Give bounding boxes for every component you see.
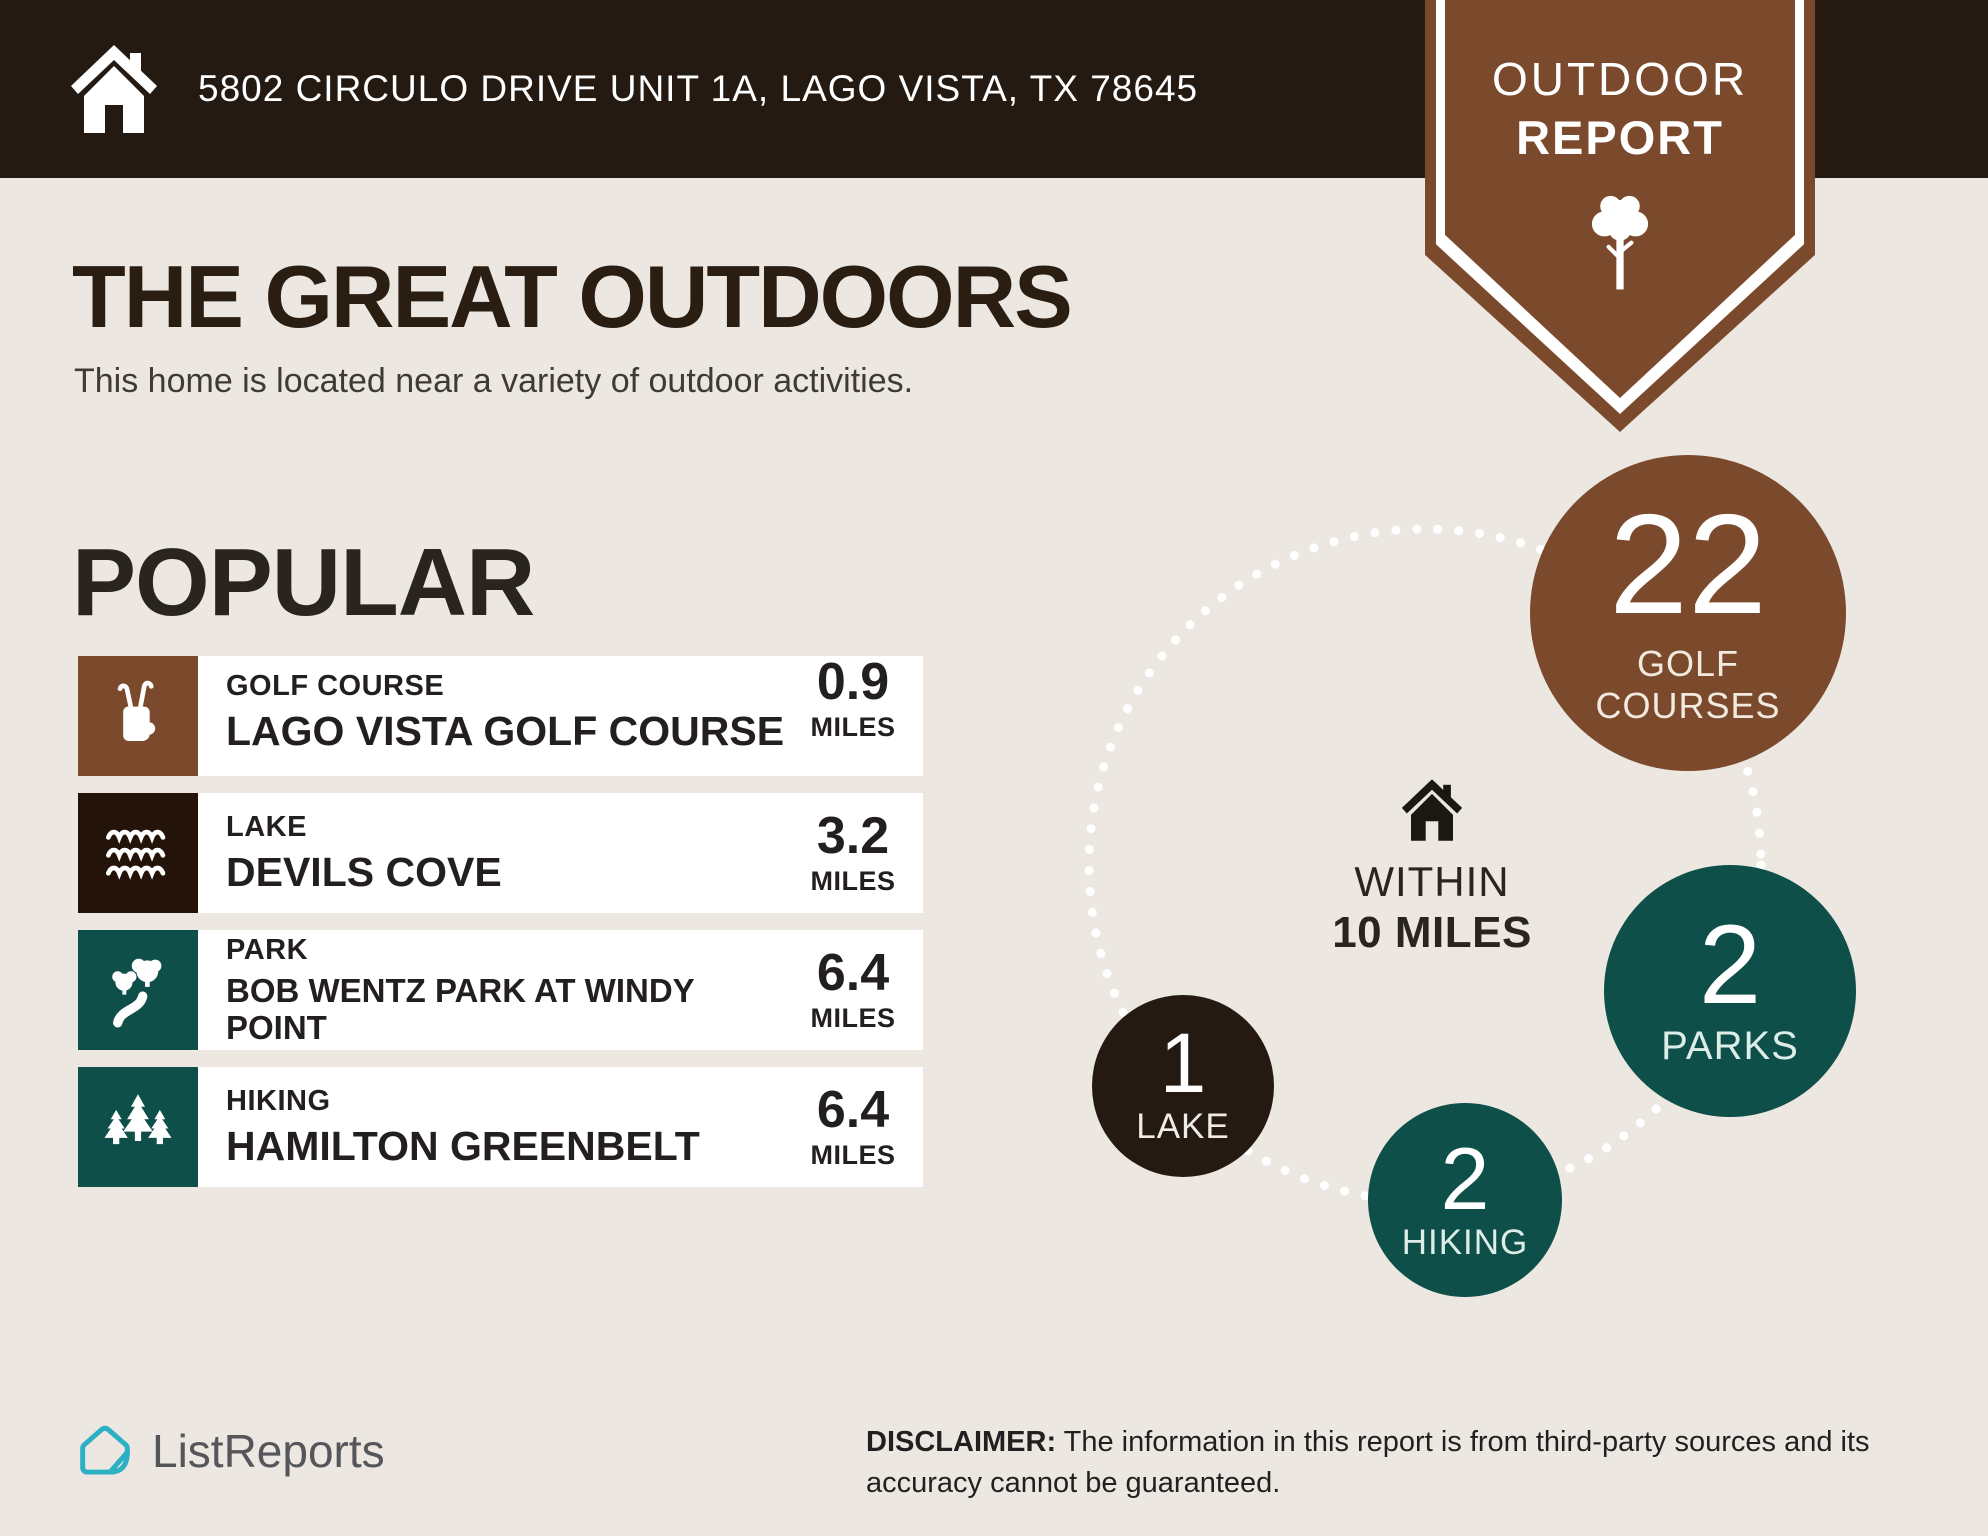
category-label: GOLF COURSE — [226, 670, 445, 702]
listreports-house-icon — [80, 1425, 130, 1475]
distance-unit: MILES — [810, 1002, 896, 1033]
popular-heading: POPULAR — [72, 529, 535, 636]
distance-value: 6.4 — [816, 943, 890, 1002]
listreports-wordmark: ListReports — [152, 1425, 385, 1477]
bubble-golf-courses: 22 GOLF COURSES — [1530, 455, 1846, 771]
bubble-lake: 1 LAKE — [1092, 995, 1274, 1177]
bubble-label: HIKING — [1401, 1223, 1529, 1263]
distance-unit: MILES — [810, 1139, 896, 1170]
distance-badge: 0.9 MILES — [793, 656, 913, 743]
badge-title-line2: REPORT — [1516, 111, 1724, 164]
place-name: HAMILTON GREENBELT — [226, 1122, 700, 1169]
pine-trees-icon — [78, 1067, 198, 1187]
disclaimer-label: DISCLAIMER: — [866, 1426, 1057, 1458]
page-title: THE GREAT OUTDOORS — [72, 247, 1073, 346]
bubble-label: PARKS — [1661, 1023, 1799, 1068]
home-icon — [71, 45, 157, 133]
disclaimer-body: The information in this report is from t… — [866, 1426, 1870, 1499]
property-address: 5802 CIRCULO DRIVE UNIT 1A, LAGO VISTA, … — [198, 68, 1199, 109]
bubble-count: 2 — [1440, 1128, 1490, 1228]
bubble-count: 22 — [1609, 485, 1767, 645]
popular-list: GOLF COURSE LAGO VISTA GOLF COURSE 0.9 M… — [78, 656, 923, 1204]
distance-value: 0.9 — [816, 656, 890, 711]
list-item-hiking: HIKING HAMILTON GREENBELT 6.4 MILES — [78, 1067, 923, 1187]
radius-label-line2: 10 MILES — [1332, 908, 1532, 957]
distance-unit: MILES — [810, 865, 896, 896]
bubble-hiking: 2 HIKING — [1368, 1103, 1562, 1297]
distance-badge: 6.4 MILES — [793, 947, 913, 1034]
disclaimer-text: DISCLAIMER: The information in this repo… — [866, 1422, 1934, 1503]
list-item-park: PARK BOB WENTZ PARK AT WINDY POINT 6.4 M… — [78, 930, 923, 1050]
distance-unit: MILES — [810, 712, 896, 742]
place-name: LAGO VISTA GOLF COURSE — [226, 708, 785, 754]
bubble-count: 2 — [1698, 902, 1762, 1028]
distance-value: 6.4 — [816, 1080, 890, 1139]
distance-badge: 3.2 MILES — [793, 810, 913, 897]
place-name: BOB WENTZ PARK AT WINDY POINT — [226, 971, 695, 1046]
category-label: PARK — [226, 933, 309, 966]
page-subtitle: This home is located near a variety of o… — [74, 362, 914, 400]
bubble-label: GOLF COURSES — [1595, 642, 1781, 727]
bubble-label: LAKE — [1136, 1107, 1230, 1147]
category-label: LAKE — [226, 810, 307, 843]
badge-title-line1: OUTDOOR — [1491, 53, 1749, 105]
place-name: DEVILS COVE — [226, 848, 502, 895]
waves-icon — [78, 793, 198, 913]
park-trees-icon — [78, 930, 198, 1050]
home-icon — [1401, 779, 1463, 841]
list-item-lake: LAKE DEVILS COVE 3.2 MILES — [78, 793, 923, 913]
distance-value: 3.2 — [816, 806, 890, 865]
listreports-logo: ListReports — [74, 1420, 385, 1482]
bubble-parks: 2 PARKS — [1604, 865, 1856, 1117]
golf-bag-icon — [78, 656, 198, 776]
radius-center: WITHIN 10 MILES — [1292, 775, 1572, 958]
radius-label-line1: WITHIN — [1354, 858, 1510, 905]
distance-badge: 6.4 MILES — [793, 1084, 913, 1171]
outdoor-report-badge: OUTDOOR REPORT — [1425, 0, 1815, 432]
tree-icon — [1591, 195, 1649, 290]
bubble-count: 1 — [1159, 1016, 1207, 1111]
list-item-golf-course: GOLF COURSE LAGO VISTA GOLF COURSE 0.9 M… — [78, 656, 923, 776]
category-label: HIKING — [226, 1084, 331, 1117]
